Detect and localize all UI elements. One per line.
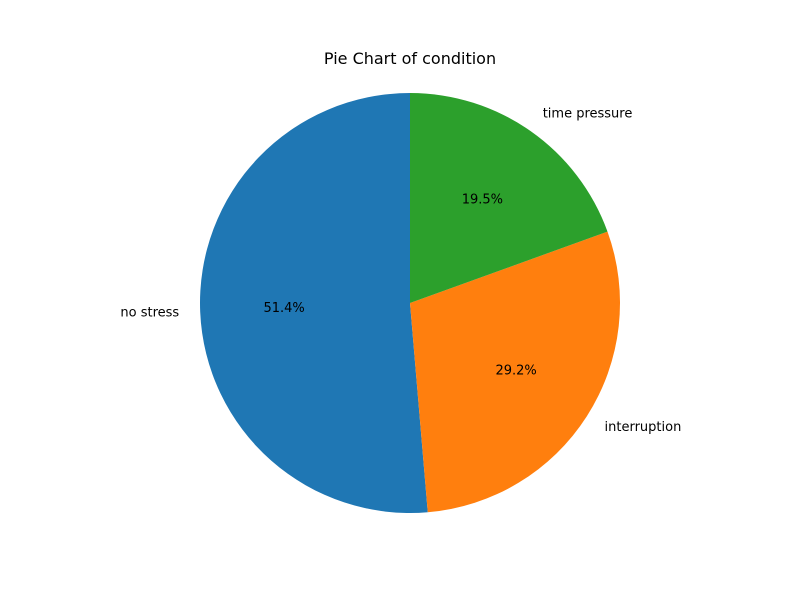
pie-slices — [200, 93, 620, 513]
slice-percent-no-stress: 51.4% — [263, 301, 304, 316]
pie-slice-interruption — [410, 231, 620, 513]
slice-label-time-pressure: time pressure — [543, 106, 633, 121]
slice-percent-time-pressure: 19.5% — [462, 192, 503, 207]
chart-title: Pie Chart of condition — [324, 49, 496, 68]
pie-slice-time-pressure — [410, 93, 608, 303]
slice-label-no-stress: no stress — [120, 305, 179, 320]
pie-slice-no-stress — [200, 93, 428, 513]
slice-percent-interruption: 29.2% — [495, 363, 536, 378]
slice-label-interruption: interruption — [605, 420, 682, 435]
pie-labels: no stress 51.4% interruption 29.2% time pres… — [120, 106, 681, 435]
